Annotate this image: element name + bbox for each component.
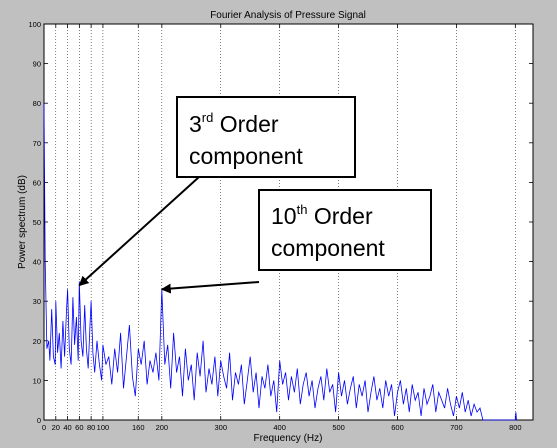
x-tick-label: 40	[63, 423, 71, 432]
x-tick-label: 160	[132, 423, 145, 432]
annotation-10th-order: 10th Order component	[160, 189, 432, 294]
annotation-box	[176, 96, 356, 178]
annotation-box	[258, 189, 432, 271]
annotation-arrow	[78, 176, 200, 287]
y-tick-label: 0	[37, 416, 41, 425]
x-tick-label: 100	[97, 423, 110, 432]
y-tick-label: 70	[33, 139, 41, 148]
y-axis: 0 10 20 30 40 50 60 70 80 90 100	[28, 20, 533, 425]
y-tick-label: 100	[28, 20, 41, 29]
y-tick-label: 20	[33, 337, 41, 346]
annotation-line-1: 10th Order	[271, 202, 373, 229]
y-tick-label: 90	[33, 60, 41, 69]
y-axis-label: Power spectrum (dB)	[17, 175, 28, 269]
y-tick-label: 10	[33, 376, 41, 385]
x-tick-label: 0	[42, 423, 46, 432]
x-tick-label: 200	[156, 423, 169, 432]
y-tick-label: 40	[33, 258, 41, 267]
y-tick-label: 60	[33, 178, 41, 187]
annotation-3rd-order: 3rd Order component	[78, 96, 356, 287]
x-tick-label: 800	[509, 423, 522, 432]
x-axis-label: Frequency (Hz)	[254, 433, 323, 444]
y-tick-label: 50	[33, 218, 41, 227]
power-spectrum-line	[43, 103, 517, 421]
x-tick-label: 600	[391, 423, 404, 432]
x-tick-label: 500	[332, 423, 345, 432]
annotation-arrow	[160, 281, 260, 294]
x-tick-label: 300	[214, 423, 227, 432]
x-tick-label: 400	[273, 423, 286, 432]
y-tick-label: 80	[33, 99, 41, 108]
annotation-line-2: component	[271, 235, 385, 261]
annotation-line-1: 3rd Order	[189, 110, 279, 137]
chart-title: Fourier Analysis of Pressure Signal	[210, 10, 366, 21]
x-tick-label: 80	[87, 423, 95, 432]
y-tick-label: 30	[33, 297, 41, 306]
x-tick-label: 20	[52, 423, 60, 432]
annotation-line-2: component	[189, 143, 303, 169]
x-tick-label: 60	[75, 423, 83, 432]
x-axis: 0 20 40 60 80 100 160 200 300 400 500 600 700 800	[42, 24, 522, 432]
x-tick-label: 700	[450, 423, 463, 432]
